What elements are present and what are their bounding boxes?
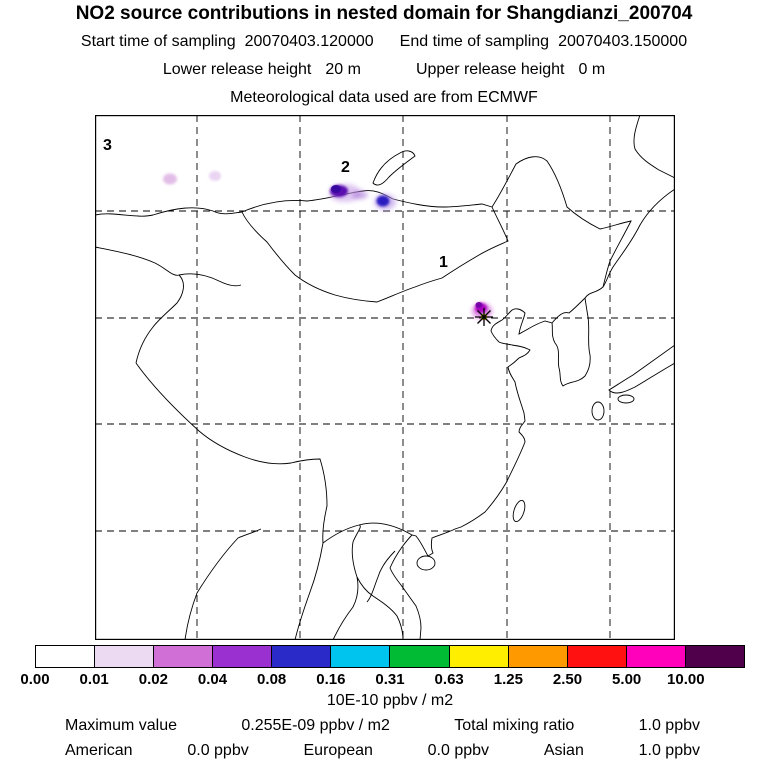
colorbar-segment [625, 646, 685, 667]
colorbar-segment [36, 646, 95, 667]
lower-release-pair: Lower release height 20 m [163, 61, 361, 79]
baikal-patch-core-dark [331, 185, 341, 193]
total-mixing-ratio-value: 1.0 ppbv [638, 717, 700, 734]
upper-release-value: 0 m [578, 61, 606, 78]
met-data-line: Meteorological data used are from ECMWF [0, 89, 768, 107]
faint-patch-west [163, 173, 177, 185]
colorbar-tick-label: 0.02 [138, 671, 168, 688]
colorbar-segment [389, 646, 449, 667]
colorbar [35, 645, 745, 668]
contrib-european-value: 0.0 ppbv [427, 742, 490, 759]
receptor-patch-core-dark [475, 302, 483, 308]
colorbar-segment [153, 646, 213, 667]
coastlines-borders [94, 114, 676, 641]
colorbar-segment [684, 646, 744, 667]
contrib-european-label: European [303, 742, 373, 759]
upper-release-label: Upper release height [415, 61, 565, 78]
max-value: 0.255E-09 ppbv / m2 [241, 717, 390, 734]
end-time-label: End time of sampling [399, 33, 550, 50]
end-time-value: 20070403.150000 [558, 33, 688, 50]
colorbar-tick-label: 5.00 [612, 671, 642, 688]
colorbar-units: 10E-10 ppbv / m2 [326, 692, 454, 709]
start-time-label: Start time of sampling [80, 33, 236, 50]
start-time-value: 20070403.120000 [244, 33, 374, 50]
baikal-patch-bridge [352, 191, 368, 199]
region-label-1: 1 [439, 254, 448, 271]
map-figure: 3 2 1 [94, 114, 676, 641]
colorbar-segment [271, 646, 331, 667]
end-time-pair: End time of sampling 20070403.150000 [400, 33, 687, 51]
colorbar-tick-label: 0.31 [375, 671, 405, 688]
colorbar-tick-label: 0.63 [434, 671, 464, 688]
contrib-american-label: American [65, 742, 133, 759]
colorbar-tick-label: 0.04 [197, 671, 228, 688]
colorbar-tick-label: 0.00 [20, 671, 50, 688]
lower-release-value: 20 m [325, 61, 361, 78]
colorbar-tick-label: 0.01 [79, 671, 109, 688]
sampling-times-line: Start time of sampling 20070403.120000 E… [0, 33, 768, 51]
met-data-source: Meteorological data used are from ECMWF [230, 89, 538, 106]
stats-line: Maximum value 0.255E-09 ppbv / m2 Total … [65, 717, 700, 735]
total-mixing-ratio-label: Total mixing ratio [454, 717, 575, 734]
start-time-pair: Start time of sampling 20070403.120000 [81, 33, 374, 51]
faint-patch-west2 [209, 171, 221, 181]
colorbar-segment [94, 646, 154, 667]
region-label-2: 2 [341, 159, 350, 176]
colorbar-tick-label: 1.25 [493, 671, 523, 688]
colorbar-segment [566, 646, 626, 667]
max-value-label: Maximum value [65, 717, 178, 734]
contrib-american-value: 0.0 ppbv [187, 742, 249, 759]
colorbar-segment [212, 646, 272, 667]
colorbar-tick-label: 10.00 [667, 671, 705, 688]
contributions-line: American 0.0 ppbv European 0.0 ppbv Asia… [65, 742, 700, 760]
figure-title: NO2 source contributions in nested domai… [75, 3, 693, 24]
lower-release-label: Lower release height [162, 61, 312, 78]
colorbar-segment [448, 646, 508, 667]
colorbar-segment [507, 646, 567, 667]
release-heights-line: Lower release height 20 m Upper release … [0, 61, 768, 79]
colorbar-ticks: 0.00 0.01 0.02 0.04 0.08 0.16 0.31 0.63 1.25 2.50… [20, 671, 745, 689]
contrib-asian-label: Asian [543, 742, 584, 759]
colorbar-tick-label: 2.50 [552, 671, 583, 688]
baikal-patch2-core [376, 195, 390, 207]
colorbar-tick-label: 0.08 [257, 671, 287, 688]
colorbar-segment [330, 646, 390, 667]
upper-release-pair: Upper release height 0 m [416, 61, 605, 79]
contrib-asian-value: 1.0 ppbv [638, 742, 700, 759]
receptor-marker-icon [475, 308, 493, 326]
region-label-3: 3 [103, 137, 112, 154]
map-canvas: 3 2 1 [94, 114, 676, 641]
colorbar-tick-label: 0.16 [316, 671, 346, 688]
